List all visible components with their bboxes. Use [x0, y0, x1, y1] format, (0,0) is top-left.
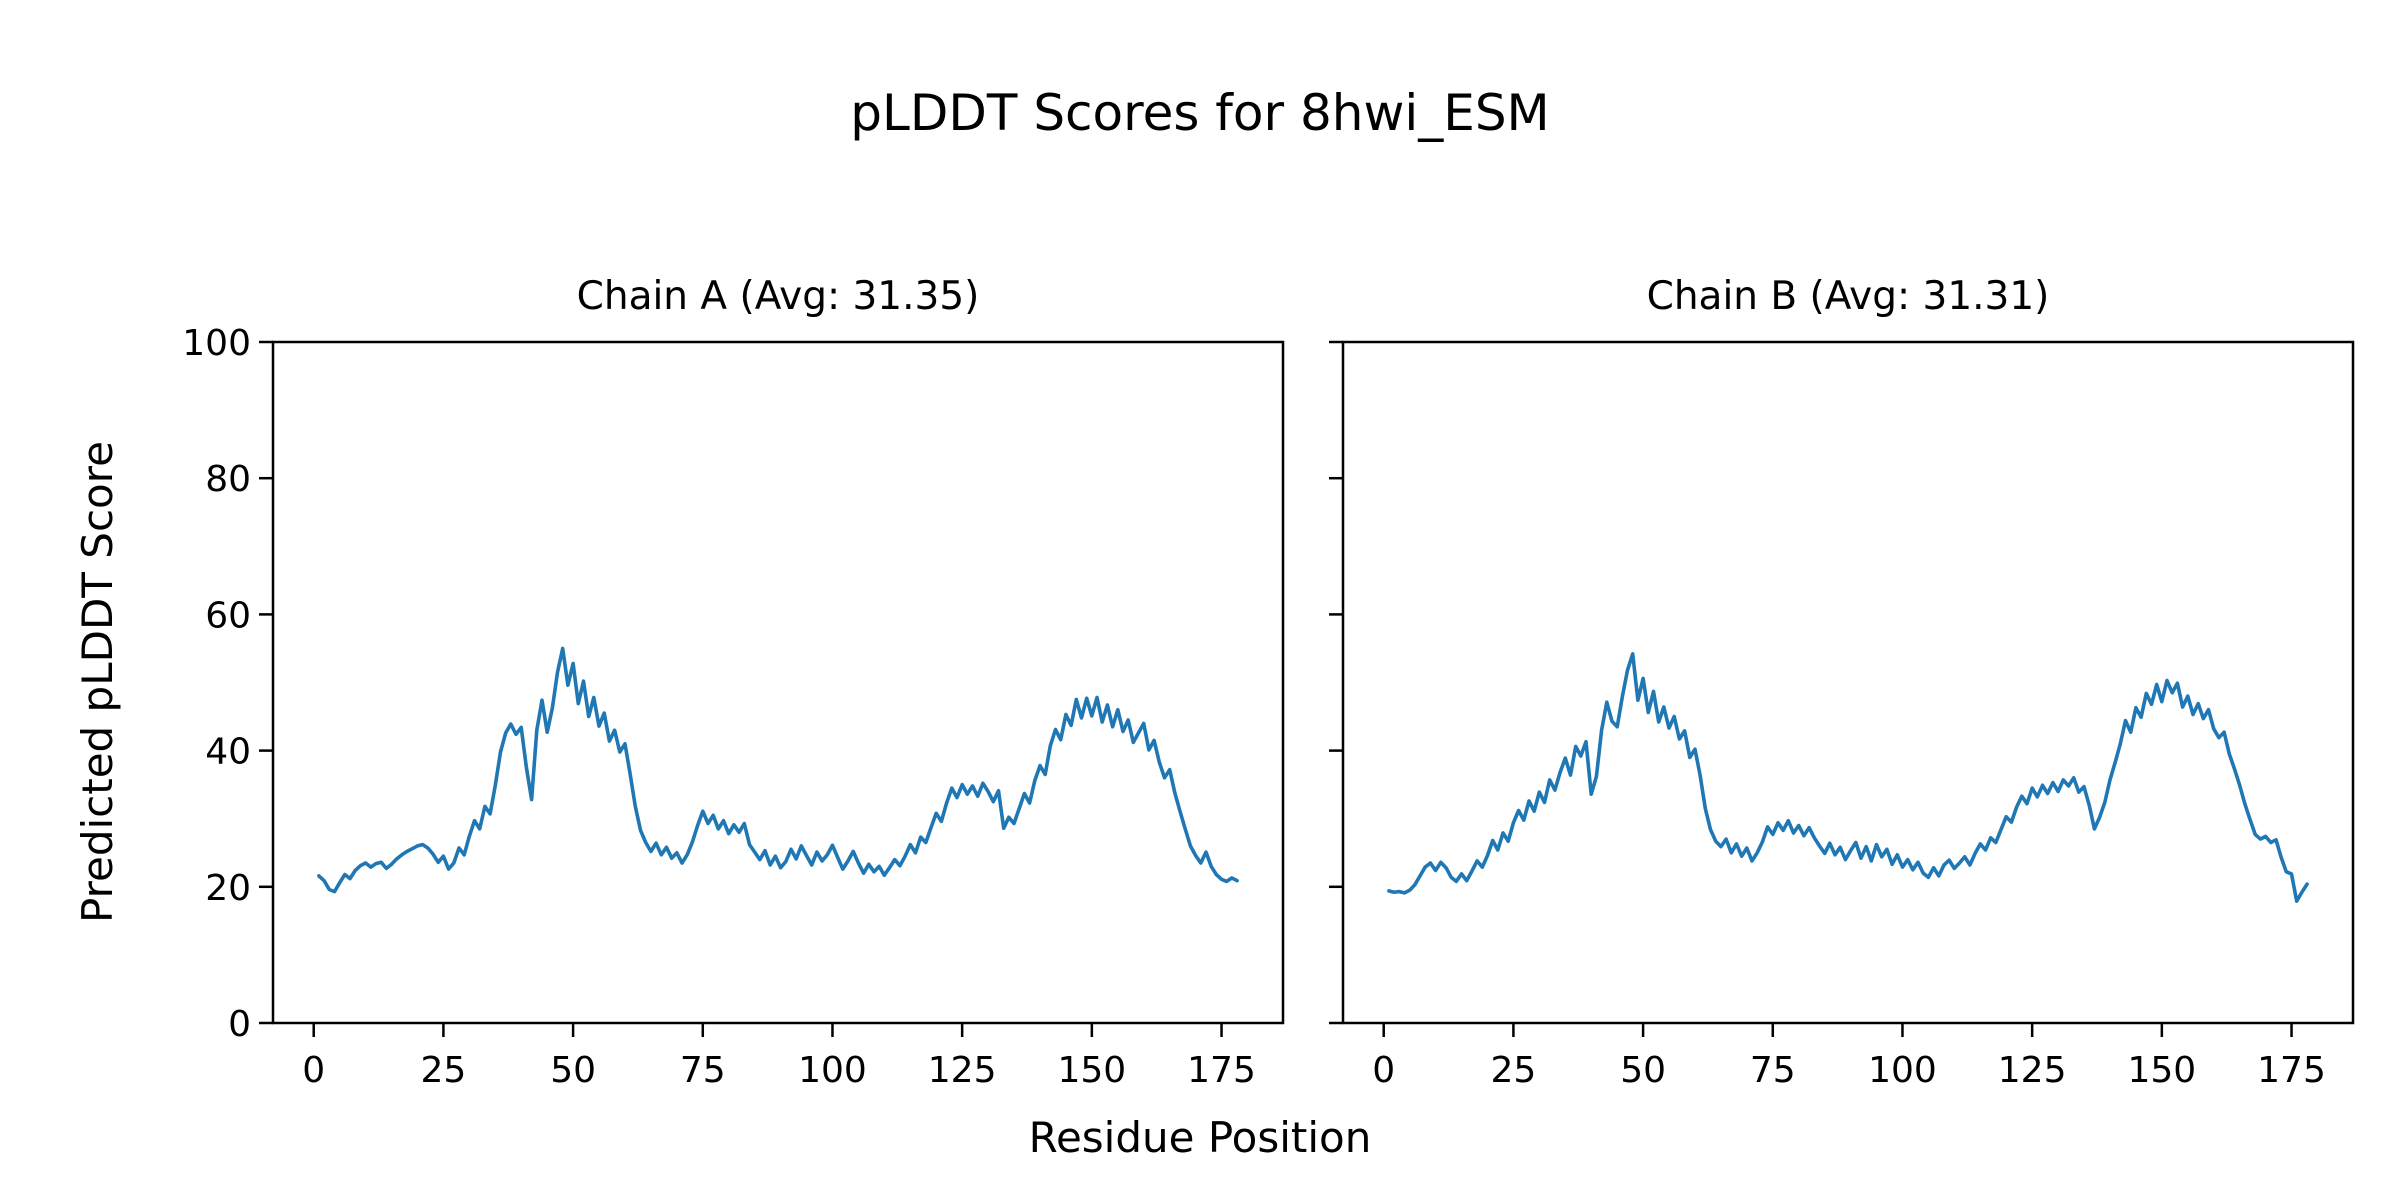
x-tick-label: 175 — [2257, 1050, 2326, 1091]
chain-a-plot: 0 25 50 75 100 125 150 175 0 20 40 60 80 100 — [182, 323, 1285, 1091]
x-tick-label: 125 — [1998, 1050, 2067, 1091]
x-tick-label: 50 — [1620, 1050, 1666, 1091]
x-axis-label: Residue Position — [1029, 1113, 1372, 1162]
chain-b-plot: 0 25 50 75 100 125 150 175 — [1329, 340, 2355, 1091]
plddt-line-chain-a — [317, 646, 1239, 894]
chain-a-spines — [271, 340, 1285, 1025]
plddt-line-chain-b — [1387, 652, 2309, 903]
y-tick-label: 40 — [205, 732, 251, 773]
y-tick-label: 80 — [205, 459, 251, 500]
x-tick-label: 150 — [1057, 1050, 1126, 1091]
x-tick-label: 0 — [302, 1050, 325, 1091]
chain-b-title: Chain B (Avg: 31.31) — [1647, 274, 2050, 319]
y-tick-label: 100 — [182, 323, 251, 364]
y-tick-label: 60 — [205, 595, 251, 636]
y-tick-label: 0 — [228, 1004, 251, 1045]
y-axis-label: Predicted pLDDT Score — [73, 441, 122, 923]
x-tick-label: 100 — [798, 1050, 867, 1091]
x-tick-label: 0 — [1372, 1050, 1395, 1091]
y-tick-label: 20 — [205, 868, 251, 909]
x-tick-label: 25 — [1491, 1050, 1537, 1091]
chain-b-spines — [1341, 340, 2355, 1025]
x-tick-label: 100 — [1868, 1050, 1937, 1091]
x-tick-label: 75 — [680, 1050, 726, 1091]
figure-title: pLDDT Scores for 8hwi_ESM — [850, 84, 1549, 142]
x-tick-label: 175 — [1187, 1050, 1256, 1091]
chain-a-title: Chain A (Avg: 31.35) — [577, 274, 980, 319]
x-tick-label: 25 — [421, 1050, 467, 1091]
x-tick-label: 50 — [550, 1050, 596, 1091]
x-tick-label: 75 — [1750, 1050, 1796, 1091]
x-tick-label: 150 — [2127, 1050, 2196, 1091]
x-tick-label: 125 — [928, 1050, 997, 1091]
